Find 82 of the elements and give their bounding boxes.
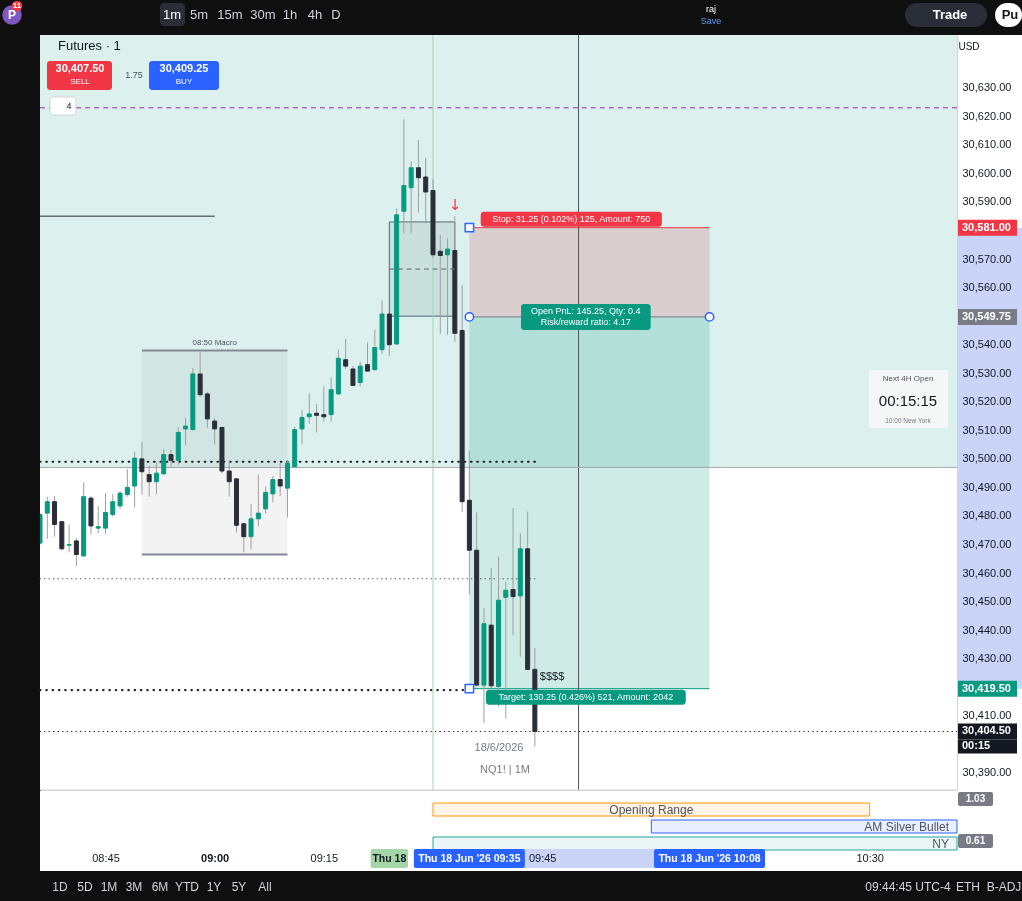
category-label: AM Silver Bullet xyxy=(864,820,949,834)
y-tick-label: 30,450.00 xyxy=(962,595,1012,608)
text: Save xyxy=(700,16,722,26)
text: 1.03 xyxy=(965,793,986,804)
text: 5D xyxy=(77,880,93,894)
y-tick-label: 30,510.00 xyxy=(962,423,1012,436)
y-tick-label: 30,620.00 xyxy=(962,109,1012,122)
annotation: ↓ xyxy=(448,196,462,214)
text: 1M xyxy=(100,880,118,894)
text: raj xyxy=(705,4,717,14)
y-tick-label: 30,500.00 xyxy=(962,452,1012,465)
text: Thu 18 Jun '26 09:35 xyxy=(418,851,521,864)
series-label: 08:50 Macro xyxy=(192,338,238,348)
text: 11 xyxy=(12,1,22,10)
y-tick-label: 30,480.00 xyxy=(962,509,1012,522)
annotation: 18/6/2026 xyxy=(474,741,524,753)
text: 0.61 xyxy=(965,835,986,846)
annotation: Next 4H Open xyxy=(882,374,934,383)
text: ETH xyxy=(956,880,980,894)
text: P xyxy=(7,8,17,22)
annotation: BUY xyxy=(175,77,193,86)
x-tick-label: 09:00 xyxy=(201,851,230,864)
category-label: NY xyxy=(932,837,949,851)
text: 30m xyxy=(250,7,276,22)
text: 1m xyxy=(162,7,182,22)
y-tick-label: 30,520.00 xyxy=(962,395,1012,408)
text: YTD xyxy=(175,880,200,894)
y-tick-label: 30,600.00 xyxy=(962,166,1012,179)
annotation: Open PnL: 145.25, Qty: 0.4 Risk/reward ratio: 4.17 xyxy=(531,306,641,328)
text: All xyxy=(258,880,272,894)
text: 4h xyxy=(307,7,323,22)
text: 1h xyxy=(282,7,298,22)
annotation: 30,409.25 xyxy=(159,62,209,74)
text: 1D xyxy=(52,880,68,894)
text: Pu xyxy=(1001,7,1019,22)
y-tick-label: 30,470.00 xyxy=(962,538,1012,551)
annotation: 00:15:15 xyxy=(878,392,938,409)
text: USD xyxy=(958,41,980,52)
text: 09:44:45 UTC-4 xyxy=(865,880,952,894)
y-tick-label: 30,530.00 xyxy=(962,366,1012,379)
annotation: Target: 130.25 (0.426%) 521, Amount: 2042 xyxy=(498,692,674,703)
text: 1Y xyxy=(206,880,222,894)
text: Trade xyxy=(932,7,968,22)
annotation: NQ1! | 1M xyxy=(480,763,530,775)
text: 30,581.00 xyxy=(962,220,1011,233)
text: 5Y xyxy=(231,880,247,894)
y-tick-label: 30,440.00 xyxy=(962,623,1012,636)
annotation: 30,407.50 xyxy=(55,62,105,74)
y-tick-label: 30,570.00 xyxy=(962,252,1012,265)
annotation: Stop: 31.25 (0.102%) 125, Amount: 750 xyxy=(492,214,651,225)
annotation: 1.75 xyxy=(125,70,143,80)
text: 5m xyxy=(189,7,209,22)
y-tick-label: 30,430.00 xyxy=(962,652,1012,665)
y-tick-label: 30,590.00 xyxy=(962,195,1012,208)
text: 3M xyxy=(125,880,143,894)
y-tick-label: 30,390.00 xyxy=(962,766,1012,779)
y-tick-label: 30,630.00 xyxy=(962,81,1012,94)
chart-title: Futures · 1 xyxy=(58,38,121,53)
annotation: 4 xyxy=(66,101,72,111)
y-tick-label: 30,610.00 xyxy=(962,138,1012,151)
x-tick-label: 10:30 xyxy=(856,851,884,864)
text: 00:15 xyxy=(962,739,991,752)
x-tick-label: 09:45 xyxy=(528,851,557,864)
y-tick-label: 30,410.00 xyxy=(962,709,1012,722)
text: D xyxy=(331,7,341,22)
text: 30,549.75 xyxy=(962,309,1011,322)
text: B-ADJ xyxy=(986,880,1022,894)
annotation: $$$$ xyxy=(539,669,565,682)
x-tick-label: 09:15 xyxy=(310,851,339,864)
ref-line-label: 30,404.50 xyxy=(962,724,1011,737)
text: 6M xyxy=(151,880,169,894)
text: 30,419.50 xyxy=(962,681,1011,694)
category-label: Opening Range xyxy=(609,803,694,817)
text: Thu 18 xyxy=(372,851,407,864)
text: Thu 18 Jun '26 10:08 xyxy=(658,851,761,864)
y-tick-label: 30,490.00 xyxy=(962,480,1012,493)
y-tick-label: 30,460.00 xyxy=(962,566,1012,579)
text: 15m xyxy=(217,7,243,22)
y-tick-label: 30,560.00 xyxy=(962,281,1012,294)
y-tick-label: 30,540.00 xyxy=(962,338,1012,351)
annotation: SELL xyxy=(70,77,91,86)
x-tick-label: 08:45 xyxy=(92,851,120,864)
